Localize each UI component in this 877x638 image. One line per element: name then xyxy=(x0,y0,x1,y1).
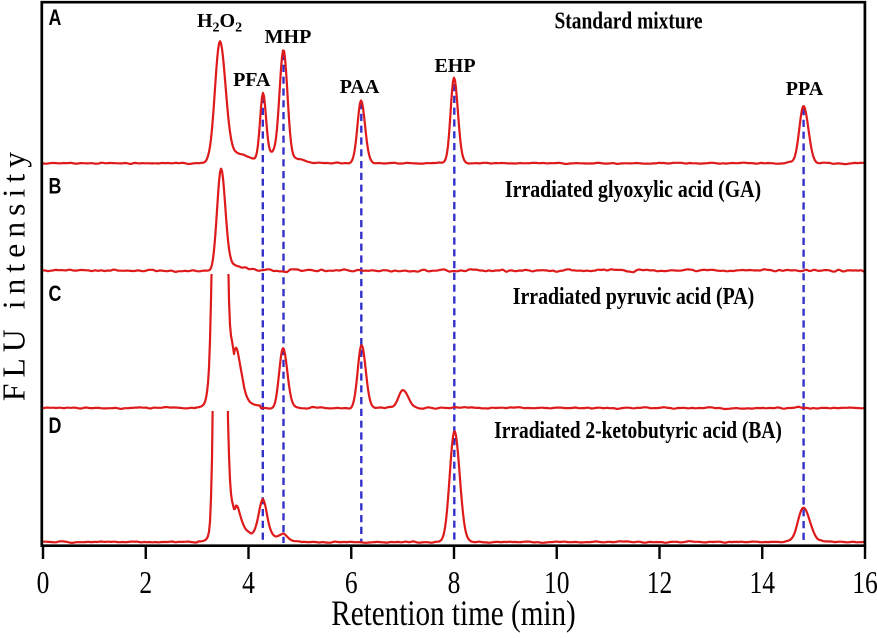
svg-text:PFA: PFA xyxy=(233,69,271,91)
svg-text:FLU intensity: FLU intensity xyxy=(0,146,32,401)
svg-text:PAA: PAA xyxy=(340,76,380,98)
svg-text:A: A xyxy=(49,6,62,30)
svg-text:0: 0 xyxy=(37,565,50,600)
svg-text:Retention time (min): Retention time (min) xyxy=(331,594,576,633)
svg-text:PPA: PPA xyxy=(786,78,824,100)
svg-text:12: 12 xyxy=(647,565,673,600)
svg-text:MHP: MHP xyxy=(265,26,312,48)
svg-text:8: 8 xyxy=(448,565,461,600)
svg-text:2: 2 xyxy=(139,565,152,600)
svg-text:6: 6 xyxy=(345,565,358,600)
svg-text:16: 16 xyxy=(852,565,877,600)
svg-text:4: 4 xyxy=(242,565,255,600)
svg-text:14: 14 xyxy=(749,565,775,600)
svg-text:Standard mixture: Standard mixture xyxy=(554,8,702,34)
svg-text:H2O2: H2O2 xyxy=(197,10,242,36)
svg-text:Irradiated glyoxylic acid (GA): Irradiated glyoxylic acid (GA) xyxy=(505,175,761,202)
svg-text:C: C xyxy=(49,282,62,306)
svg-text:D: D xyxy=(49,414,62,438)
svg-text:Irradiated 2-ketobutyric acid: Irradiated 2-ketobutyric acid (BA) xyxy=(494,417,782,443)
svg-text:Irradiated pyruvic acid (PA): Irradiated pyruvic acid (PA) xyxy=(513,282,754,309)
svg-text:EHP: EHP xyxy=(434,55,475,77)
svg-text:B: B xyxy=(49,175,62,199)
svg-text:10: 10 xyxy=(544,565,570,600)
